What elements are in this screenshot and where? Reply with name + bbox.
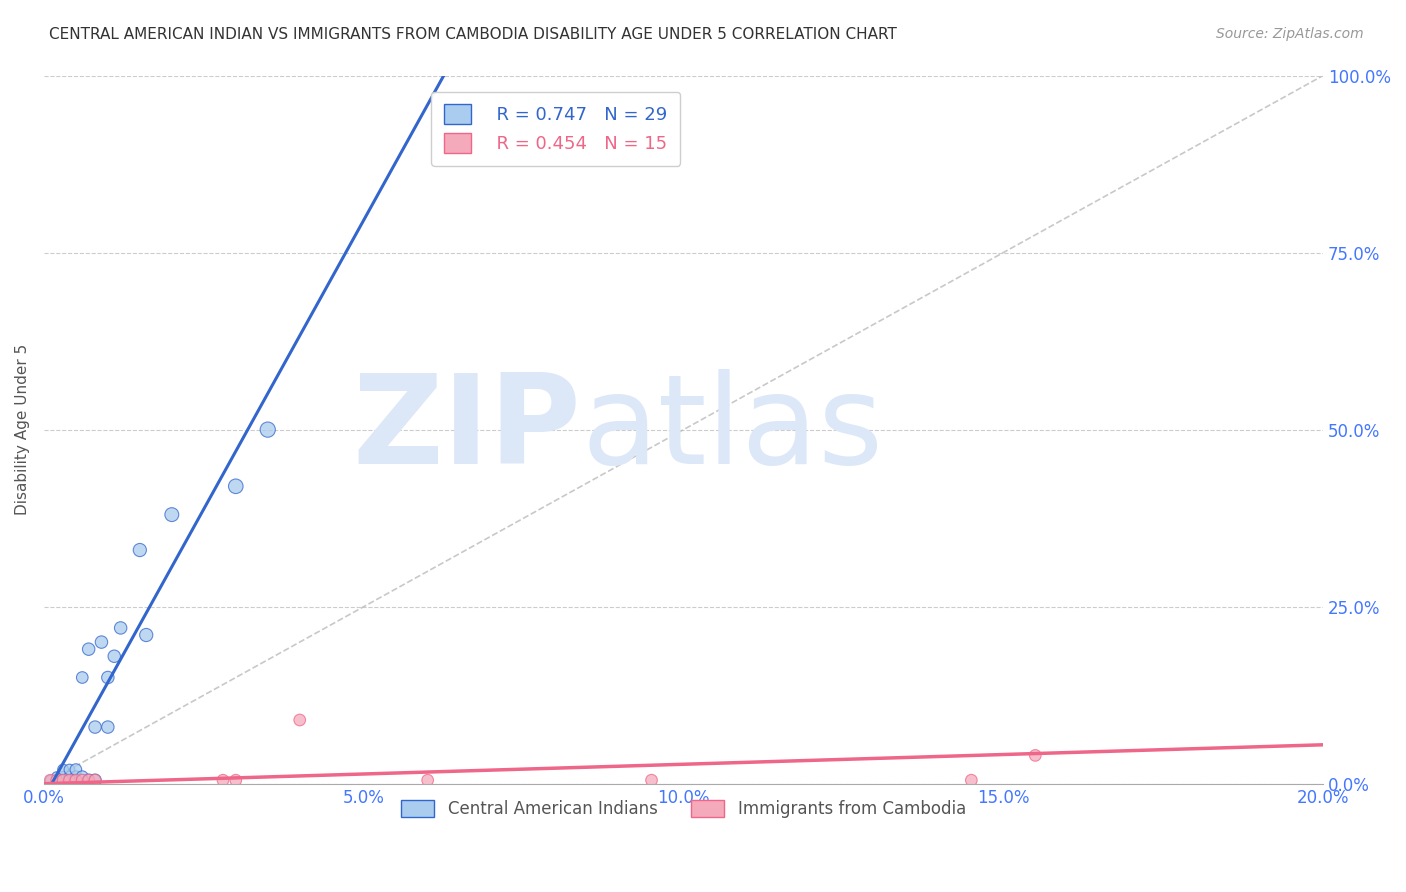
- Point: [58, 773, 80, 788]
- Point: [58, 763, 80, 777]
- Text: CENTRAL AMERICAN INDIAN VS IMMIGRANTS FROM CAMBODIA DISABILITY AGE UNDER 5 CORRE: CENTRAL AMERICAN INDIAN VS IMMIGRANTS FR…: [49, 27, 897, 42]
- Point: [45, 773, 67, 788]
- Point: [52, 770, 75, 784]
- Point: [52, 763, 75, 777]
- Text: Source: ZipAtlas.com: Source: ZipAtlas.com: [1216, 27, 1364, 41]
- Point: [72, 671, 94, 685]
- Point: [77, 773, 100, 788]
- Point: [90, 635, 112, 649]
- Point: [58, 773, 80, 788]
- Point: [288, 713, 311, 727]
- Legend: Central American Indians, Immigrants from Cambodia: Central American Indians, Immigrants fro…: [395, 794, 973, 825]
- Point: [65, 773, 87, 788]
- Point: [84, 720, 107, 734]
- Point: [72, 773, 94, 788]
- Point: [640, 773, 662, 788]
- Point: [39, 773, 62, 788]
- Point: [960, 773, 983, 788]
- Point: [45, 770, 67, 784]
- Point: [128, 543, 150, 558]
- Point: [65, 763, 87, 777]
- Point: [135, 628, 157, 642]
- Point: [65, 773, 87, 788]
- Point: [225, 479, 247, 493]
- Point: [72, 773, 94, 788]
- Point: [160, 508, 183, 522]
- Point: [416, 773, 439, 788]
- Point: [212, 773, 235, 788]
- Text: ZIP: ZIP: [353, 369, 581, 490]
- Point: [72, 770, 94, 784]
- Point: [84, 773, 107, 788]
- Point: [225, 773, 247, 788]
- Y-axis label: Disability Age Under 5: Disability Age Under 5: [15, 344, 30, 516]
- Point: [97, 671, 120, 685]
- Point: [256, 423, 278, 437]
- Point: [45, 773, 67, 788]
- Point: [39, 773, 62, 788]
- Point: [52, 773, 75, 788]
- Point: [52, 773, 75, 788]
- Point: [84, 773, 107, 788]
- Text: atlas: atlas: [581, 369, 883, 490]
- Point: [65, 770, 87, 784]
- Point: [58, 770, 80, 784]
- Point: [77, 642, 100, 657]
- Point: [1024, 748, 1046, 763]
- Point: [77, 773, 100, 788]
- Point: [110, 621, 132, 635]
- Point: [97, 720, 120, 734]
- Point: [103, 649, 125, 664]
